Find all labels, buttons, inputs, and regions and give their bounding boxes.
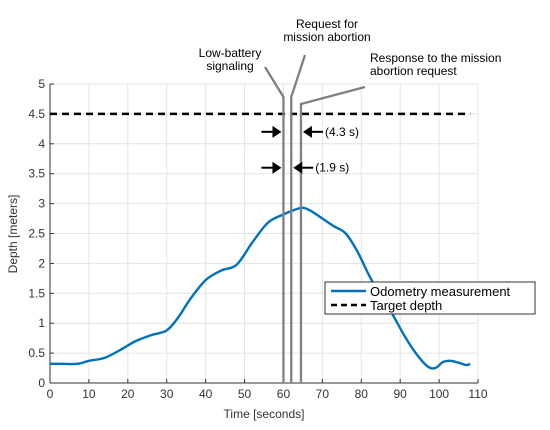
x-tick-label-8: 80 <box>355 387 369 401</box>
x-tick-label-4: 40 <box>199 387 213 401</box>
y-tick-label-9: 4.5 <box>28 107 45 121</box>
event-label-abort-request-1: mission abortion <box>283 30 370 44</box>
interval-markers: (4.3 s) (1.9 s) <box>261 125 359 175</box>
y-tick-label-8: 4 <box>38 137 45 151</box>
interval-label-1: (1.9 s) <box>315 161 349 175</box>
x-tick-label-10: 100 <box>429 387 449 401</box>
grid <box>49 83 479 384</box>
x-axis: 0 10 20 30 40 50 60 70 80 90 100 110 <box>47 379 488 401</box>
x-tick-label-1: 10 <box>82 387 96 401</box>
legend: Odometry measurement Target depth <box>324 281 536 315</box>
x-tick-label-11: 110 <box>468 387 487 401</box>
interval-arrow-left-0 <box>261 125 282 138</box>
y-tick-label-2: 1 <box>38 316 45 330</box>
y-tick-label-4: 2 <box>38 256 45 270</box>
interval-arrow-left-1 <box>261 161 282 174</box>
x-tick-label-2: 20 <box>121 387 135 401</box>
x-tick-label-9: 90 <box>394 387 408 401</box>
event-label-abort-response-1: abortion request <box>370 64 457 78</box>
y-tick-label-10: 5 <box>38 77 45 91</box>
event-label-abort-response-0: Response to the mission <box>370 51 501 65</box>
x-tick-label-6: 60 <box>277 387 291 401</box>
series-line-odometry <box>50 206 471 370</box>
y-tick-label-5: 2.5 <box>28 227 45 241</box>
interval-label-0: (4.3 s) <box>325 125 359 139</box>
event-line-abort-request <box>290 54 307 383</box>
legend-box <box>324 281 536 315</box>
event-label-low-battery-0: Low-battery <box>199 46 262 60</box>
y-tick-label-1: 0.5 <box>28 346 45 360</box>
legend-entry-odometry: Odometry measurement <box>370 284 511 299</box>
interval-arrow-right-1 <box>293 161 314 174</box>
x-axis-label: Time [seconds] <box>224 407 305 421</box>
x-tick-label-7: 70 <box>316 387 330 401</box>
event-label-low-battery-1: signaling <box>206 59 253 73</box>
y-axis: 0 0.5 1 1.5 2 2.5 3 3.5 4 4.5 5 <box>28 77 54 390</box>
interval-arrow-right-0 <box>302 125 323 138</box>
event-line-low-battery <box>264 66 285 383</box>
y-tick-label-6: 3 <box>38 197 45 211</box>
legend-entry-target: Target depth <box>370 298 442 313</box>
event-line-abort-response <box>299 85 366 383</box>
y-axis-label: Depth [meters] <box>6 195 20 274</box>
series-group <box>50 112 471 370</box>
x-tick-label-5: 50 <box>238 387 252 401</box>
y-tick-label-3: 1.5 <box>28 286 45 300</box>
y-tick-label-0: 0 <box>38 376 45 390</box>
y-tick-label-7: 3.5 <box>28 167 45 181</box>
x-tick-label-3: 30 <box>160 387 174 401</box>
event-label-abort-request-0: Request for <box>296 17 358 31</box>
x-tick-label-0: 0 <box>47 387 54 401</box>
